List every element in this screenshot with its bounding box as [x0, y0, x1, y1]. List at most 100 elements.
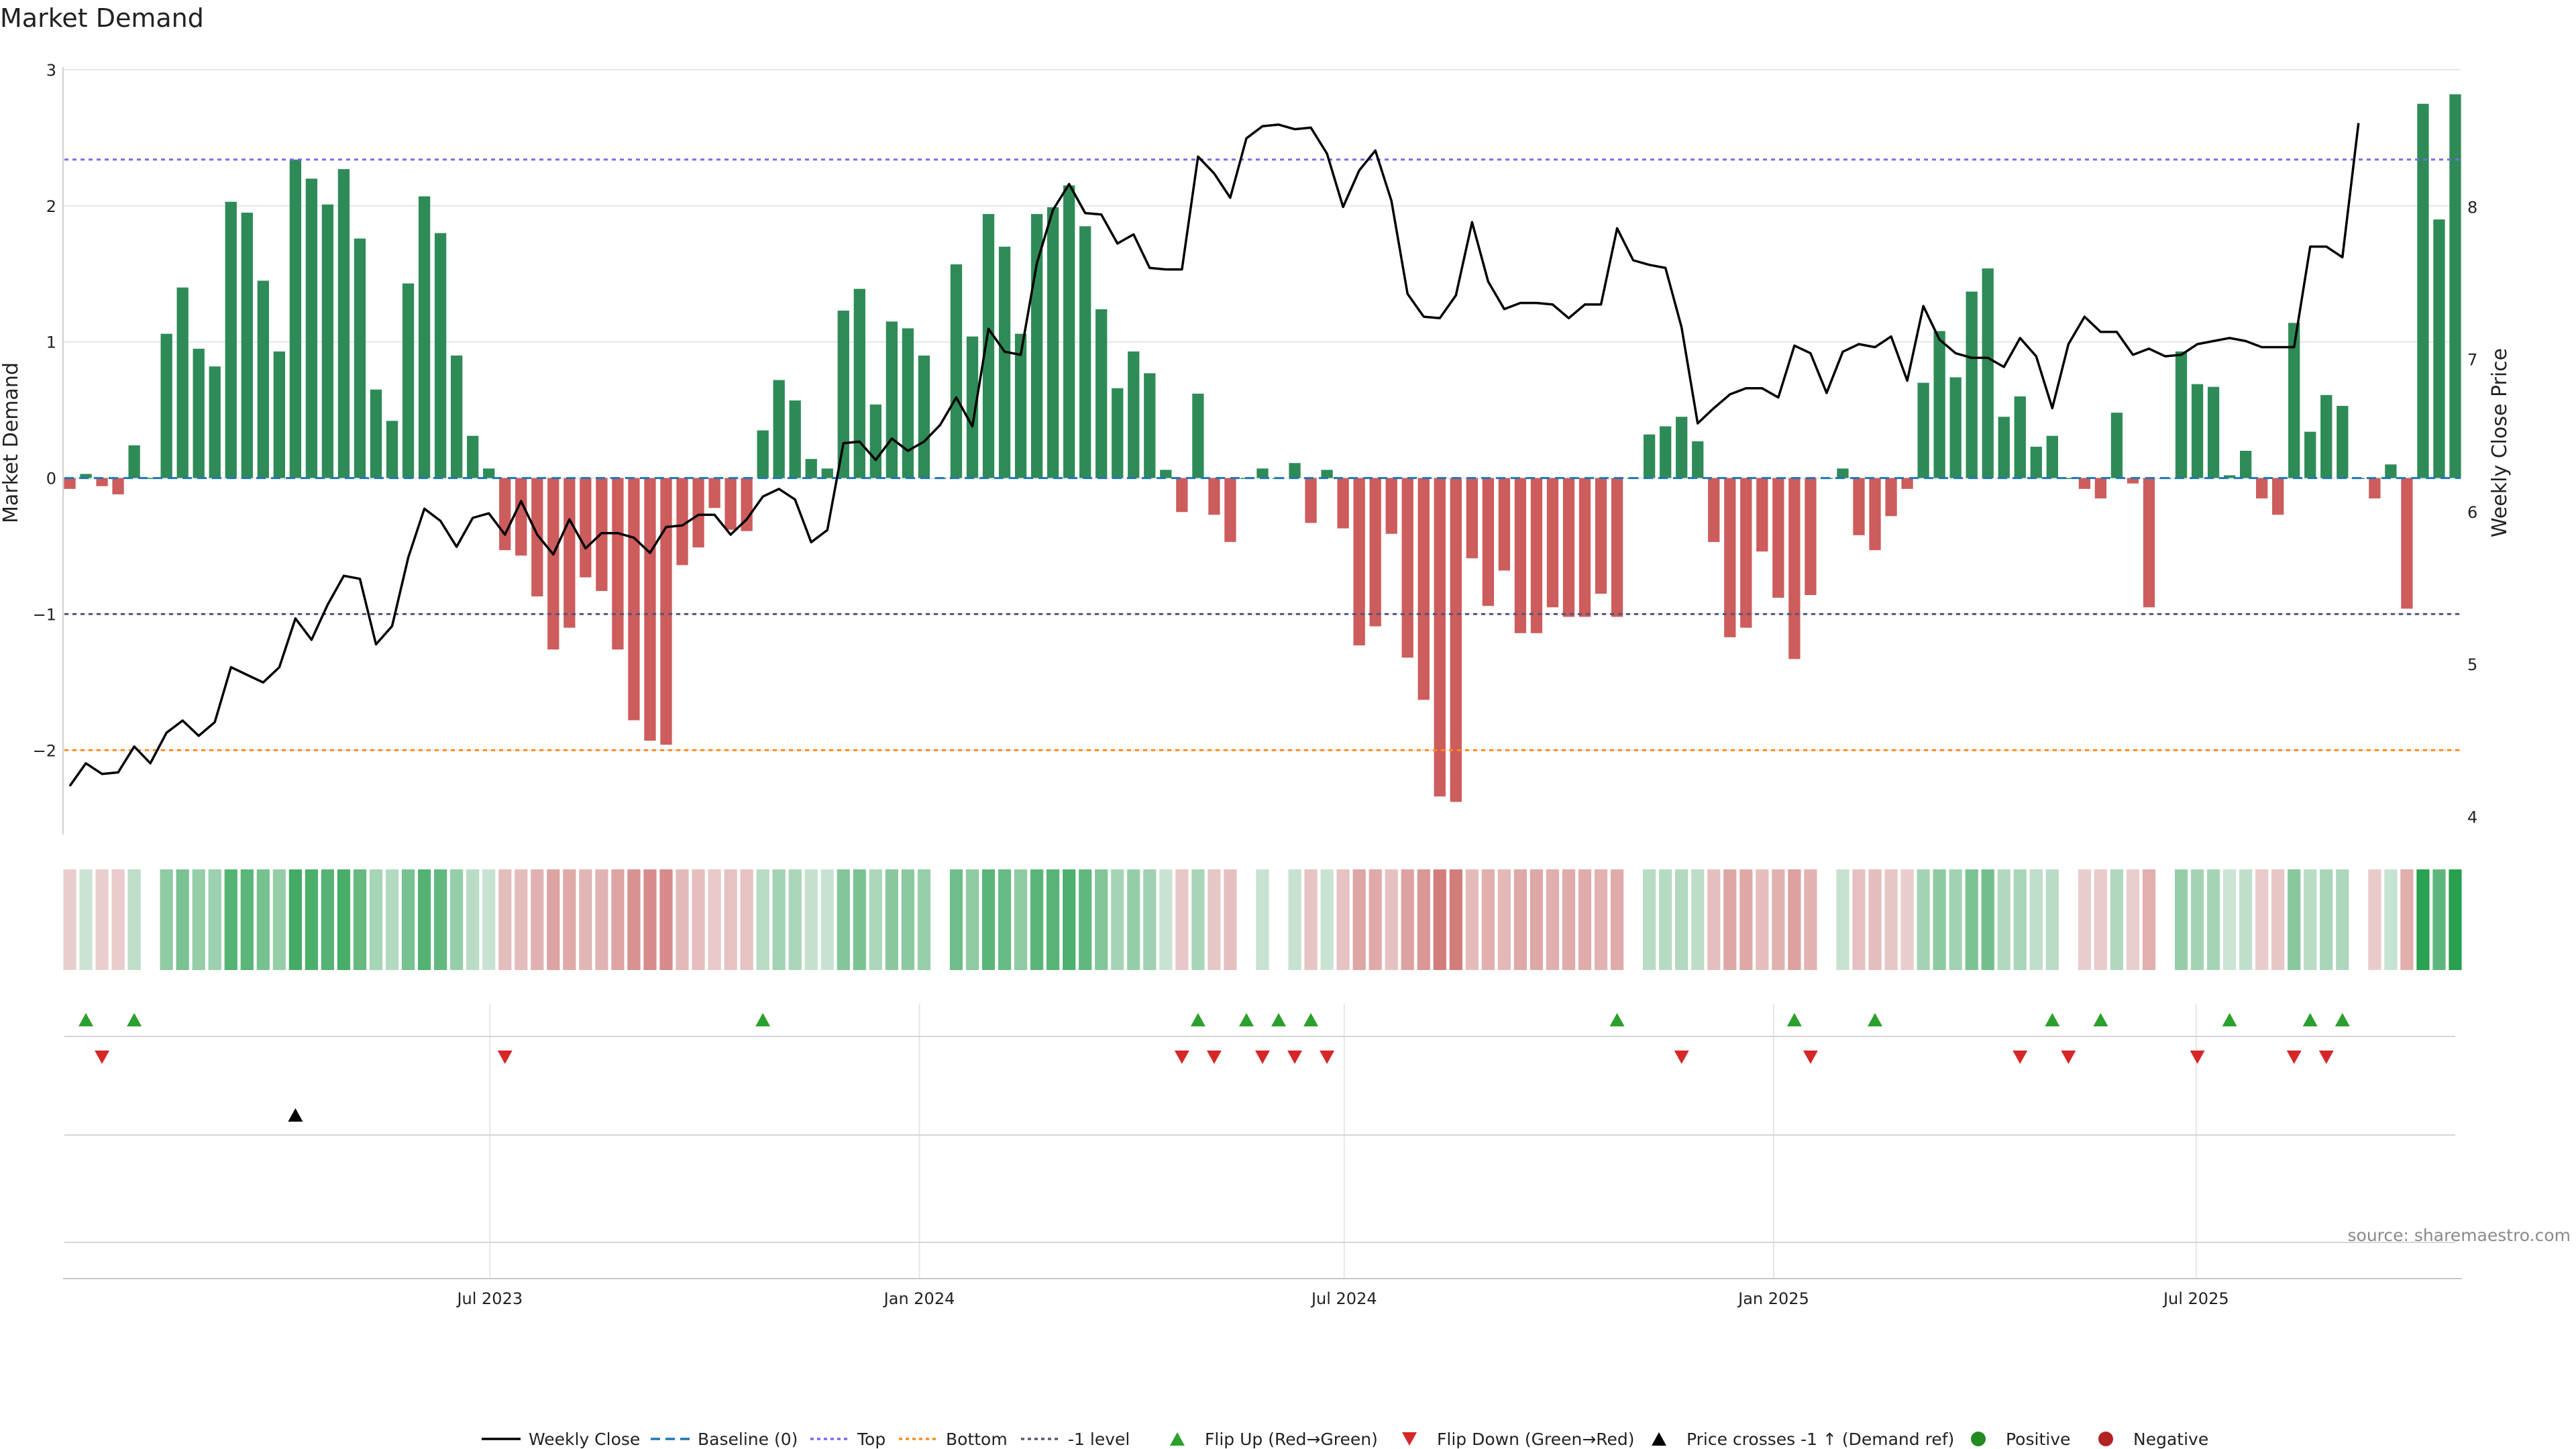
- heat-cell: [1497, 869, 1511, 970]
- price-cross-panel: [64, 1108, 2455, 1243]
- flip-down-marker: [2190, 1051, 2205, 1064]
- demand-bar: [1401, 478, 1413, 658]
- heat-cell: [981, 869, 996, 970]
- price-cross-marker: [288, 1108, 303, 1122]
- demand-bar: [547, 478, 559, 650]
- y2-tick-label: 4: [2467, 808, 2477, 826]
- demand-bar: [64, 478, 76, 489]
- heat-cell: [2126, 869, 2140, 970]
- demand-bar: [885, 321, 898, 478]
- demand-bar: [2191, 384, 2204, 478]
- demand-bar: [386, 421, 398, 478]
- axes: 3 2 1 0 −1 −2 8 7 6 5 4 Jul 2023 Jan 2024 Jul 2024 Jan…: [33, 61, 2478, 1308]
- heat-cell: [885, 869, 898, 970]
- heat-cell: [531, 869, 544, 970]
- demand-bar: [950, 264, 963, 478]
- heat-cell: [869, 869, 882, 970]
- demand-bar: [966, 336, 979, 478]
- legend-label: -1 level: [1068, 1430, 1130, 1449]
- heat-cell: [1610, 869, 1624, 970]
- heat-cell: [2400, 869, 2414, 970]
- legend-item: Weekly Close: [482, 1430, 640, 1449]
- demand-bar: [821, 468, 833, 478]
- heat-cell: [482, 869, 496, 970]
- legend-label: Flip Up (Red→Green): [1205, 1430, 1378, 1449]
- heat-cell: [1739, 869, 1753, 970]
- demand-bar: [144, 478, 156, 480]
- demand-bar: [2401, 478, 2413, 609]
- heat-cell: [1594, 869, 1608, 970]
- heat-cell: [1224, 869, 1237, 970]
- heat-cell: [1529, 869, 1544, 970]
- demand-bar: [434, 233, 447, 478]
- demand-bar: [1514, 478, 1527, 633]
- demand-bar: [193, 348, 205, 478]
- heat-cell: [1079, 869, 1092, 970]
- heat-cell: [1836, 869, 1849, 970]
- demand-bar: [998, 246, 1011, 478]
- heat-cell: [965, 869, 979, 970]
- demand-bar: [483, 468, 495, 478]
- heat-cell: [1352, 869, 1366, 970]
- demand-bar: [225, 201, 237, 478]
- demand-bar: [1369, 478, 1381, 627]
- heat-cell: [2045, 869, 2059, 970]
- demand-bar: [160, 333, 172, 478]
- demand-bar: [1933, 331, 1945, 478]
- demand-bar: [2223, 475, 2236, 478]
- heat-cell: [2271, 869, 2285, 970]
- demand-bar: [660, 478, 672, 745]
- demand-bar: [1724, 478, 1736, 637]
- heat-cell: [2110, 869, 2124, 970]
- heat-cell: [2368, 869, 2381, 970]
- heat-cell: [611, 869, 625, 970]
- heat-cell: [2416, 869, 2430, 970]
- heat-cell: [1723, 869, 1737, 970]
- demand-bar: [612, 478, 624, 650]
- heat-cell: [1949, 869, 1962, 970]
- heat-cell: [1433, 869, 1446, 970]
- x-tick-label: Jul 2025: [2162, 1289, 2229, 1308]
- heat-cell: [176, 869, 189, 970]
- heat-cell: [949, 869, 963, 970]
- heat-cell: [1756, 869, 1769, 970]
- demand-bar: [1160, 470, 1172, 478]
- heat-cell: [933, 869, 947, 970]
- demand-bar: [1014, 333, 1027, 478]
- legend-item: Negative: [2098, 1430, 2208, 1449]
- demand-bar: [1289, 463, 1301, 478]
- demand-bar: [2337, 406, 2349, 478]
- demand-bar: [1305, 478, 1317, 523]
- demand-bar: [773, 380, 785, 478]
- heat-cell: [2078, 869, 2091, 970]
- heat-cell: [901, 869, 915, 970]
- flip-up-marker: [1868, 1013, 1883, 1026]
- y-tick-label: −1: [33, 605, 56, 624]
- heat-cell: [79, 869, 93, 970]
- heat-cell: [144, 869, 157, 970]
- heat-cell: [2449, 869, 2462, 970]
- heat-cell: [998, 869, 1012, 970]
- heat-cell: [1627, 869, 1640, 970]
- demand-bar: [708, 478, 720, 508]
- heat-cell: [498, 869, 512, 970]
- flip-up-marker: [1271, 1013, 1287, 1026]
- weekly-close-line: [68, 123, 2360, 787]
- demand-bar: [2014, 396, 2026, 478]
- heat-cell: [2094, 869, 2108, 970]
- y-tick-label: −2: [33, 741, 56, 760]
- demand-bar: [1885, 478, 1897, 517]
- flip-up-marker: [1238, 1013, 1254, 1026]
- demand-bar: [837, 311, 849, 478]
- heat-cell: [2206, 869, 2220, 970]
- heat-cell: [1772, 869, 1785, 970]
- heat-cell: [1691, 869, 1705, 970]
- demand-bar: [321, 204, 334, 478]
- heat-cell: [2158, 869, 2172, 970]
- demand-bar: [257, 280, 269, 478]
- heat-cell: [224, 869, 237, 970]
- demand-bar: [176, 287, 189, 478]
- flip-down-marker: [2318, 1051, 2334, 1064]
- demand-bar: [2046, 435, 2058, 478]
- y-tick-label: 0: [46, 470, 56, 488]
